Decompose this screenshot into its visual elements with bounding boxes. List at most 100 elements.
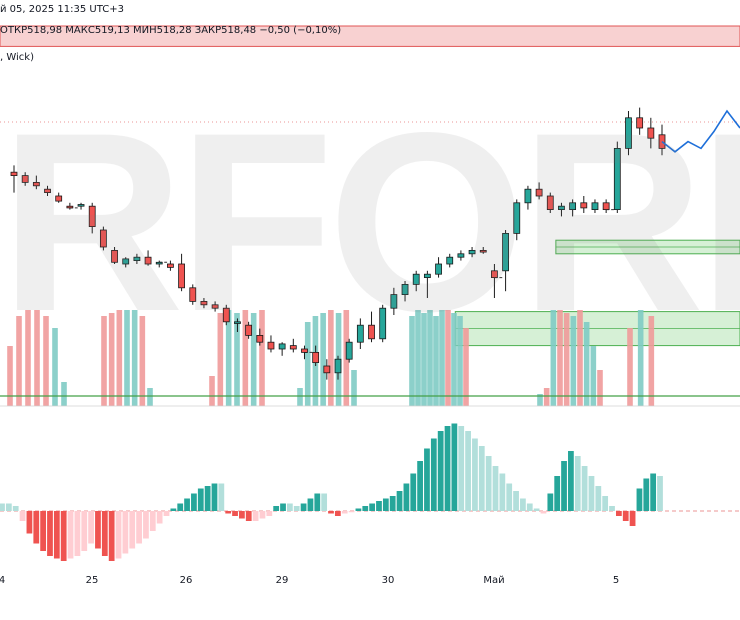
candle-body-45 <box>513 202 521 234</box>
candle-body-55 <box>625 117 632 149</box>
oscillator-bar-91 <box>622 511 629 521</box>
oscillator-bar-48 <box>328 511 334 514</box>
x-tick-2: 26 <box>179 575 193 586</box>
oscillator-bar-79 <box>540 511 547 514</box>
volume-bar-47 <box>590 346 597 406</box>
oscillator-bar-57 <box>389 496 396 511</box>
volume-bar-19 <box>250 313 257 406</box>
volume-bar-7 <box>101 316 107 406</box>
volume-bar-42 <box>557 310 563 406</box>
oscillator-bar-66 <box>451 423 458 511</box>
candle-body-0 <box>10 171 18 176</box>
oscillator-bar-96 <box>657 476 663 511</box>
volume-bar-8 <box>108 313 115 406</box>
candle-body-13 <box>155 261 163 265</box>
oscillator-bar-11 <box>74 511 81 556</box>
x-tick-1: 25 <box>85 575 99 586</box>
volume-bar-36 <box>451 313 457 406</box>
volume-bar-51 <box>648 316 655 406</box>
oscillator-bar-23 <box>156 511 163 524</box>
volume-bar-33 <box>433 316 439 406</box>
oscillator-bar-63 <box>430 438 437 511</box>
oscillator-bar-34 <box>232 511 238 516</box>
volume-bar-45 <box>577 310 583 406</box>
oscillator-bar-56 <box>382 498 389 511</box>
volume-bar-38 <box>463 328 469 406</box>
oscillator-bar-54 <box>369 503 376 511</box>
volume-bar-37 <box>457 316 463 406</box>
oscillator-bar-53 <box>362 506 369 511</box>
oscillator-bar-3 <box>19 511 26 521</box>
volume-bar-2 <box>25 310 31 406</box>
oscillator-bar-21 <box>143 511 149 539</box>
oscillator-bar-92 <box>629 511 636 526</box>
oscillator-bar-22 <box>149 511 156 531</box>
candle-body-50 <box>569 202 577 211</box>
volume-bar-5 <box>52 328 58 406</box>
oscillator-bar-49 <box>334 511 341 516</box>
projection-line <box>661 109 740 153</box>
oscillator-bar-9 <box>60 511 67 561</box>
oscillator-bar-44 <box>300 503 307 511</box>
oscillator-bar-86 <box>588 476 595 511</box>
volume-bar-39 <box>537 394 543 406</box>
volume-bar-49 <box>627 328 633 406</box>
candle-body-46 <box>524 188 532 204</box>
oscillator-bar-82 <box>561 461 567 511</box>
candle-body-47 <box>535 188 543 197</box>
candle-body-9 <box>111 249 118 263</box>
oscillator-bar-55 <box>376 501 382 511</box>
oscillator-bar-42 <box>286 503 293 511</box>
oscillator-bar-71 <box>485 456 492 511</box>
candle-body-5 <box>66 205 74 209</box>
header-ohlc: ОТКР518,98 МАКС519,13 МИН518,28 ЗАКР518,… <box>0 25 342 36</box>
header-indicator: , Wick) <box>0 52 34 63</box>
oscillator-bar-84 <box>574 456 581 511</box>
volume-bar-3 <box>34 310 40 406</box>
oscillator-bar-7 <box>47 511 53 556</box>
oscillator-bar-4 <box>26 511 33 534</box>
zone-0 <box>0 25 740 47</box>
oscillator-bar-13 <box>88 511 94 544</box>
x-tick-6: 5 <box>612 575 620 586</box>
oscillator-bar-6 <box>40 511 47 551</box>
oscillator-layer <box>0 423 740 561</box>
candle-body-38 <box>435 263 442 275</box>
volume-bar-31 <box>421 313 427 406</box>
oscillator-bar-0 <box>0 503 5 511</box>
candle-body-20 <box>234 321 241 324</box>
oscillator-bar-77 <box>526 503 533 511</box>
candle-body-40 <box>457 253 465 258</box>
candle-body-7 <box>88 205 96 227</box>
candle-body-4 <box>55 195 63 202</box>
candle-body-48 <box>546 195 554 210</box>
volume-bar-21 <box>297 388 303 406</box>
candle-body-25 <box>289 345 297 350</box>
candle-body-6 <box>77 204 85 207</box>
candle-body-21 <box>245 324 253 336</box>
volume-bar-1 <box>16 316 22 406</box>
candle-body-1 <box>21 175 29 183</box>
volume-bar-34 <box>439 310 445 406</box>
x-tick-0: 4 <box>0 575 6 586</box>
candle-body-54 <box>613 147 621 210</box>
oscillator-bar-78 <box>533 508 540 511</box>
volume-bar-20 <box>259 310 265 406</box>
oscillator-bar-14 <box>95 511 101 549</box>
oscillator-bar-36 <box>245 511 252 521</box>
oscillator-bar-37 <box>252 511 259 521</box>
oscillator-bar-51 <box>348 511 355 513</box>
candle-body-51 <box>580 202 588 209</box>
volume-bar-10 <box>124 310 130 406</box>
volume-bar-18 <box>242 310 249 406</box>
oscillator-bar-15 <box>101 511 108 556</box>
oscillator-bar-35 <box>239 511 245 519</box>
candles-layer <box>10 107 740 380</box>
candle-body-11 <box>133 256 141 262</box>
oscillator-bar-59 <box>403 483 410 511</box>
volume-bar-28 <box>351 370 357 406</box>
oscillator-bar-30 <box>204 486 211 511</box>
oscillator-bar-95 <box>650 473 657 511</box>
oscillator-bar-20 <box>136 511 142 544</box>
